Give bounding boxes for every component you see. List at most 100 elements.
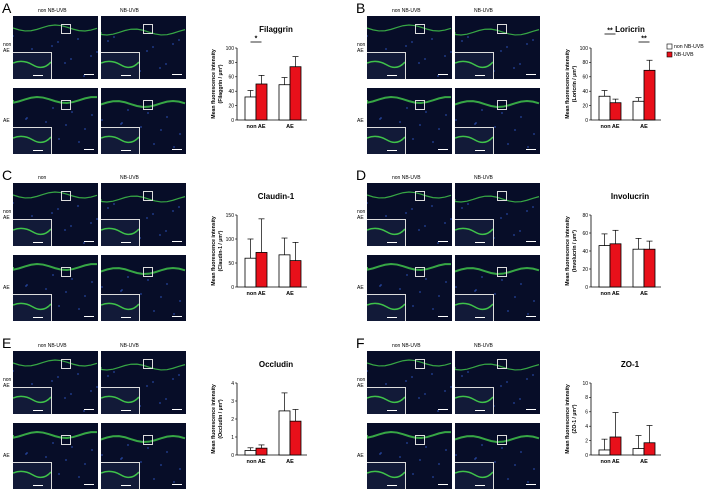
nucleus-dot bbox=[527, 313, 529, 315]
y-axis-label: Mean fluorescence intensity bbox=[565, 49, 571, 119]
zoom-box bbox=[61, 191, 71, 201]
scale-bar bbox=[526, 74, 536, 75]
micrograph-inset bbox=[367, 294, 406, 321]
nucleus-dot bbox=[467, 36, 469, 38]
nucleus-dot bbox=[65, 124, 67, 126]
scale-bar bbox=[172, 241, 182, 242]
nucleus-dot bbox=[461, 207, 463, 209]
nucleus-dot bbox=[533, 468, 535, 470]
y-tick-label: 80 bbox=[228, 60, 234, 66]
micro-row-label-nonae: non AE bbox=[3, 209, 12, 221]
nucleus-dot bbox=[494, 461, 496, 463]
x-tick-label: non AE bbox=[246, 124, 265, 130]
nucleus-dot bbox=[147, 279, 149, 281]
nucleus-dot bbox=[65, 459, 67, 461]
stain-line bbox=[455, 99, 540, 108]
micrograph-inset bbox=[367, 219, 406, 246]
micro-row-label-nonae: non AE bbox=[3, 42, 12, 54]
y-axis-unit: (Loricrin / µm²) bbox=[572, 66, 578, 103]
nucleus-dot bbox=[461, 40, 463, 42]
inset-scale-bar bbox=[33, 75, 43, 76]
inset-stain-line bbox=[13, 227, 51, 236]
micrograph-inset bbox=[455, 219, 494, 246]
zoom-box bbox=[61, 435, 71, 445]
nucleus-dot bbox=[385, 215, 387, 217]
inset-stain bbox=[455, 60, 493, 69]
bar bbox=[598, 245, 611, 288]
inset-scale-bar bbox=[121, 150, 131, 151]
inset-scale-bar bbox=[33, 150, 43, 151]
bar bbox=[643, 69, 656, 121]
micrograph-image bbox=[101, 351, 186, 414]
nucleus-dot bbox=[84, 463, 86, 465]
nucleus-dot bbox=[455, 454, 457, 456]
nucleus-dot bbox=[90, 390, 92, 392]
micrograph-image bbox=[455, 88, 540, 154]
y-tick-label: 150 bbox=[226, 213, 235, 219]
zoom-box bbox=[497, 267, 507, 277]
stain-line bbox=[101, 28, 186, 36]
nucleus-dot bbox=[51, 212, 53, 214]
nucleus-dot bbox=[160, 464, 162, 466]
micrograph-image bbox=[101, 183, 186, 246]
y-tick-label: 100 bbox=[580, 46, 589, 52]
nucleus-dot bbox=[172, 43, 174, 45]
micrograph-inset bbox=[13, 387, 52, 414]
nucleus-dot bbox=[385, 383, 387, 385]
nucleus-dot bbox=[166, 451, 168, 453]
stain-line bbox=[367, 24, 452, 32]
nucleus-dot bbox=[437, 242, 439, 244]
y-tick-label: 4 bbox=[231, 381, 234, 387]
micro-col-title-uvb: NB-UVB bbox=[474, 175, 493, 181]
micro-row-label-ae: AE bbox=[357, 453, 364, 459]
inset-stain-line bbox=[13, 470, 51, 479]
nucleus-dot bbox=[178, 206, 180, 208]
nucleus-dot bbox=[445, 281, 447, 283]
inset-scale-bar bbox=[387, 150, 397, 151]
scale-bar bbox=[172, 74, 182, 75]
micrograph-inset bbox=[101, 462, 140, 489]
micrograph-image bbox=[101, 255, 186, 321]
nucleus-dot bbox=[411, 41, 413, 43]
stain-line bbox=[101, 195, 186, 203]
y-tick-label: 2 bbox=[231, 417, 234, 423]
inset-scale-bar bbox=[475, 410, 485, 411]
chart-title: ZO-1 bbox=[621, 360, 640, 369]
nucleus-dot bbox=[527, 481, 529, 483]
tissue-stain bbox=[13, 24, 98, 77]
y-tick-label: 10 bbox=[582, 381, 588, 387]
inset-stain-line bbox=[101, 60, 139, 69]
inset-stain bbox=[13, 135, 51, 144]
x-tick-label: AE bbox=[640, 291, 648, 297]
nucleus-dot bbox=[152, 213, 154, 215]
nucleus-dot bbox=[140, 293, 142, 295]
inset-stain bbox=[101, 470, 139, 479]
inset-stain bbox=[101, 135, 139, 144]
legend-swatch bbox=[666, 43, 673, 50]
micrograph-image bbox=[455, 16, 540, 79]
nucleus-dot bbox=[533, 133, 535, 135]
nucleus-dot bbox=[96, 51, 98, 53]
inset-scale-bar bbox=[475, 242, 485, 243]
micrograph-inset bbox=[101, 219, 140, 246]
nucleus-dot bbox=[455, 286, 457, 288]
nucleus-dot bbox=[83, 410, 85, 412]
bar bbox=[609, 243, 622, 288]
nucleus-dot bbox=[83, 75, 85, 77]
nucleus-dot bbox=[51, 45, 53, 47]
zoom-box bbox=[415, 24, 425, 34]
y-tick-label: 20 bbox=[582, 267, 588, 273]
inset-stain bbox=[13, 470, 51, 479]
inset-stain-line bbox=[455, 60, 493, 69]
nucleus-dot bbox=[513, 402, 515, 404]
inset-stain bbox=[455, 135, 493, 144]
nucleus-dot bbox=[52, 274, 54, 276]
nucleus-dot bbox=[13, 202, 14, 204]
nucleus-dot bbox=[379, 118, 381, 120]
nucleus-dot bbox=[146, 217, 148, 219]
nucleus-dot bbox=[467, 371, 469, 373]
inset-stain bbox=[13, 395, 51, 404]
nucleus-dot bbox=[107, 207, 109, 209]
nucleus-dot bbox=[367, 202, 368, 204]
stain-line bbox=[455, 195, 540, 203]
